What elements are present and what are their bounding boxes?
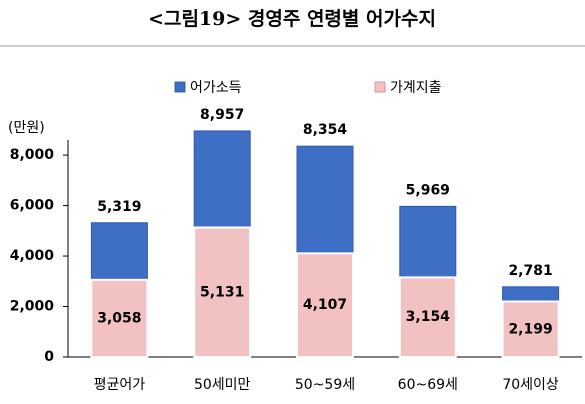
y-tick-label: 0 (44, 349, 54, 365)
bar (398, 276, 457, 358)
value-label: 5,319 (97, 199, 141, 215)
value-label: 5,131 (200, 284, 244, 300)
bar (501, 300, 560, 359)
x-tick-label: 70세이상 (502, 377, 559, 393)
bar (193, 226, 252, 358)
value-label: 4,107 (303, 297, 347, 313)
y-tick-label: 2,000 (10, 299, 55, 315)
y-axis-label: (만원) (8, 120, 45, 136)
y-tick-label: 4,000 (10, 248, 55, 264)
legend-label: 어가소득 (190, 80, 242, 96)
value-label: 5,969 (406, 182, 450, 198)
x-tick-label: 50세미만 (194, 377, 251, 393)
x-tick-label: 60~69세 (398, 377, 458, 393)
x-tick-label: 평균어가 (94, 377, 146, 393)
y-tick-label: 6,000 (10, 198, 55, 214)
y-tick-label: 8,000 (10, 147, 55, 163)
legend-swatch (174, 81, 186, 93)
value-label: 3,154 (406, 309, 451, 325)
bar (90, 278, 149, 358)
value-label: 8,957 (200, 107, 244, 123)
x-tick-label: 50~59세 (295, 377, 355, 393)
value-label: 8,354 (303, 122, 348, 138)
value-label: 2,199 (508, 321, 552, 337)
legend-label: 가계지출 (390, 80, 442, 96)
legend-swatch (374, 81, 386, 93)
value-label: 2,781 (508, 263, 552, 279)
chart-title: <그림19> 경영주 연령별 어가수지 (148, 8, 436, 30)
value-label: 3,058 (97, 310, 141, 326)
bar (296, 252, 354, 358)
